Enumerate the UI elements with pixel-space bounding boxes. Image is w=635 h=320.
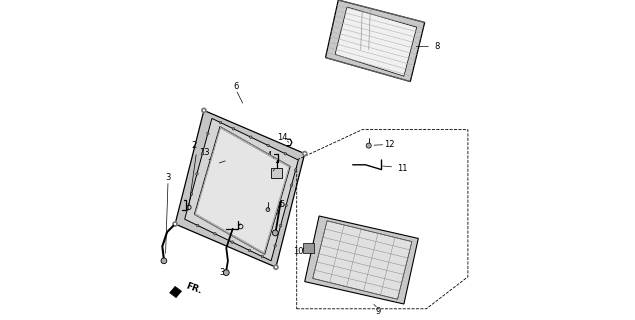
Circle shape (196, 224, 199, 227)
Circle shape (190, 193, 193, 195)
Polygon shape (194, 126, 290, 254)
Polygon shape (335, 7, 417, 76)
Circle shape (232, 127, 235, 130)
Circle shape (267, 144, 269, 147)
Text: 5: 5 (279, 200, 285, 209)
Circle shape (274, 244, 276, 247)
Circle shape (213, 232, 217, 235)
Circle shape (248, 249, 251, 252)
Text: 2: 2 (217, 218, 222, 227)
Circle shape (173, 222, 177, 226)
Polygon shape (271, 168, 283, 178)
Circle shape (290, 184, 293, 187)
Circle shape (224, 270, 229, 276)
Circle shape (274, 266, 277, 269)
Circle shape (173, 222, 177, 226)
Text: 9: 9 (376, 308, 381, 316)
Polygon shape (326, 0, 425, 82)
Text: 6: 6 (233, 82, 239, 91)
Text: 3: 3 (219, 268, 224, 277)
Text: 3: 3 (165, 173, 171, 182)
Circle shape (274, 265, 278, 269)
Circle shape (294, 169, 297, 172)
Polygon shape (196, 128, 289, 252)
Circle shape (366, 143, 371, 148)
Circle shape (219, 121, 222, 124)
Polygon shape (175, 110, 305, 267)
Circle shape (206, 132, 209, 135)
Text: 14: 14 (277, 133, 288, 142)
Text: 1: 1 (265, 170, 271, 179)
Circle shape (261, 255, 264, 258)
Polygon shape (312, 221, 412, 299)
Text: 15: 15 (269, 207, 279, 216)
Text: 12: 12 (384, 140, 395, 149)
Text: 13: 13 (240, 216, 251, 225)
Text: 11: 11 (397, 164, 408, 172)
Polygon shape (170, 286, 182, 298)
Polygon shape (303, 243, 314, 253)
Text: 2: 2 (192, 141, 197, 150)
Circle shape (203, 109, 206, 112)
Circle shape (303, 152, 306, 155)
Circle shape (250, 136, 252, 139)
Circle shape (231, 241, 234, 244)
Text: FR.: FR. (185, 281, 203, 295)
Circle shape (186, 208, 189, 211)
Text: 13: 13 (199, 148, 210, 156)
Circle shape (196, 172, 198, 175)
Text: 7: 7 (208, 159, 213, 168)
Text: 8: 8 (435, 42, 440, 51)
Circle shape (302, 151, 307, 156)
Circle shape (284, 204, 288, 207)
Circle shape (279, 224, 282, 227)
Circle shape (161, 258, 167, 264)
Circle shape (266, 208, 270, 212)
Polygon shape (185, 118, 298, 261)
Text: 4: 4 (267, 151, 272, 160)
Circle shape (202, 108, 206, 113)
Circle shape (272, 230, 278, 236)
Text: 10: 10 (293, 247, 304, 256)
Polygon shape (305, 216, 418, 304)
Circle shape (284, 153, 286, 155)
Circle shape (201, 152, 204, 155)
